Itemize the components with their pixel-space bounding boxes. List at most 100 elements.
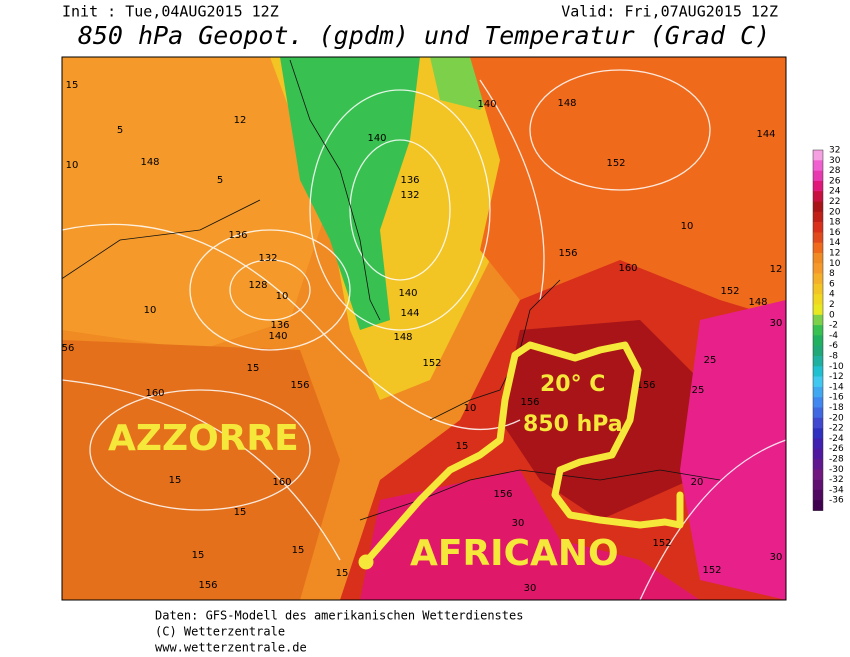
colorbar-label: 32 (829, 146, 840, 156)
colorbar-swatch (813, 459, 823, 470)
contour-label: 15 (456, 441, 469, 452)
contour-label: 160 (272, 477, 291, 488)
contour-label: 5 (117, 125, 123, 136)
contour-label: 12 (770, 264, 783, 275)
colorbar-swatch (813, 180, 823, 192)
colorbar-swatch (813, 335, 823, 346)
contour-label: 15 (247, 363, 260, 374)
colorbar-swatch (813, 345, 823, 357)
colorbar-swatch (813, 376, 823, 388)
colorbar: 32302826242220181614121086420-2-4-6-8-10… (812, 146, 844, 511)
contour-label: 15 (169, 475, 182, 486)
colorbar-swatch (813, 191, 823, 202)
contour-label: 15 (234, 507, 247, 518)
contour-label: 10 (144, 305, 157, 316)
colorbar-label: -4 (829, 331, 838, 341)
colorbar-swatch (813, 232, 823, 243)
colorbar-label: 8 (829, 269, 835, 279)
contour-label: 30 (770, 318, 783, 329)
contour-label: 30 (770, 552, 783, 563)
colorbar-swatch (813, 489, 823, 501)
contour-label: 15 (292, 545, 305, 556)
colorbar-label: 4 (829, 290, 835, 300)
colorbar-label: -24 (829, 434, 844, 444)
contour-label: 140 (268, 331, 287, 342)
footer-line: (C) Wetterzentrale (155, 625, 285, 639)
contour-label: 152 (720, 286, 739, 297)
colorbar-label: -32 (829, 475, 844, 485)
contour-label: 10 (681, 221, 694, 232)
contour-label: 132 (400, 190, 419, 201)
contour-label: 140 (477, 99, 496, 110)
colorbar-label: 28 (829, 166, 841, 176)
contour-label: 5 (217, 175, 223, 186)
colorbar-swatch (813, 294, 823, 305)
colorbar-label: -28 (829, 455, 844, 465)
contour-label: 56 (62, 343, 75, 354)
colorbar-label: -16 (829, 393, 844, 403)
contour-label: 156 (520, 397, 539, 408)
contour-label: 156 (558, 248, 577, 259)
contour-label: 160 (618, 263, 637, 274)
contour-label: 25 (692, 385, 705, 396)
contour-label: 128 (248, 280, 267, 291)
colorbar-swatch (813, 500, 823, 511)
contour-label: 10 (464, 403, 477, 414)
field-region (680, 300, 786, 600)
colorbar-swatch (813, 263, 823, 274)
colorbar-label: -18 (829, 403, 844, 413)
colorbar-label: 0 (829, 310, 835, 320)
colorbar-label: -30 (829, 465, 844, 475)
colorbar-swatch (813, 428, 823, 439)
contour-label: 132 (258, 253, 277, 264)
colorbar-label: 20 (829, 207, 841, 217)
colorbar-swatch (813, 242, 823, 254)
annotation: 20° C (540, 372, 605, 397)
footer-line: Daten: GFS-Modell des amerikanischen Wet… (155, 609, 523, 623)
colorbar-label: 10 (829, 259, 841, 269)
annotation: 850 hPa (523, 412, 623, 437)
colorbar-label: 22 (829, 197, 840, 207)
colorbar-frame (812, 149, 824, 511)
contour-label: 152 (652, 538, 671, 549)
colorbar-swatch (813, 314, 823, 326)
contour-label: 15 (66, 80, 79, 91)
colorbar-swatch (813, 201, 823, 213)
colorbar-label: 6 (829, 279, 835, 289)
field-region (280, 57, 420, 330)
init-time: Init : Tue,04AUG2015 12Z (62, 3, 279, 21)
colorbar-label: -20 (829, 413, 844, 423)
contour-label: 136 (270, 320, 289, 331)
colorbar-swatch (813, 417, 823, 429)
colorbar-swatch (813, 253, 823, 264)
contour-label: 148 (748, 297, 767, 308)
contour-label: 148 (393, 332, 412, 343)
contour-label: 148 (557, 98, 576, 109)
contour-label: 20 (691, 477, 704, 488)
colorbar-swatch (813, 273, 823, 285)
footer-line: www.wetterzentrale.de (155, 641, 307, 655)
colorbar-label: -2 (829, 321, 838, 331)
colorbar-label: -6 (829, 341, 838, 351)
contour-label: 148 (140, 157, 159, 168)
contour-label: 152 (606, 158, 625, 169)
colorbar-swatch (813, 211, 823, 223)
map-title: 850 hPa Geopot. (gpdm) und Temperatur (G… (78, 21, 770, 50)
field-region (500, 320, 700, 520)
colorbar-swatch (813, 397, 823, 408)
contour-label: 30 (512, 518, 525, 529)
colorbar-swatch (813, 356, 823, 367)
contour-label: 25 (704, 355, 717, 366)
contour-label: 136 (228, 230, 247, 241)
colorbar-label: -22 (829, 424, 844, 434)
colorbar-label: -12 (829, 372, 844, 382)
colorbar-label: 16 (829, 228, 841, 238)
contour-label: 156 (290, 380, 309, 391)
contour-label: 156 (636, 380, 655, 391)
contour-label: 156 (493, 489, 512, 500)
field-region (62, 57, 330, 350)
field-region (62, 340, 340, 600)
